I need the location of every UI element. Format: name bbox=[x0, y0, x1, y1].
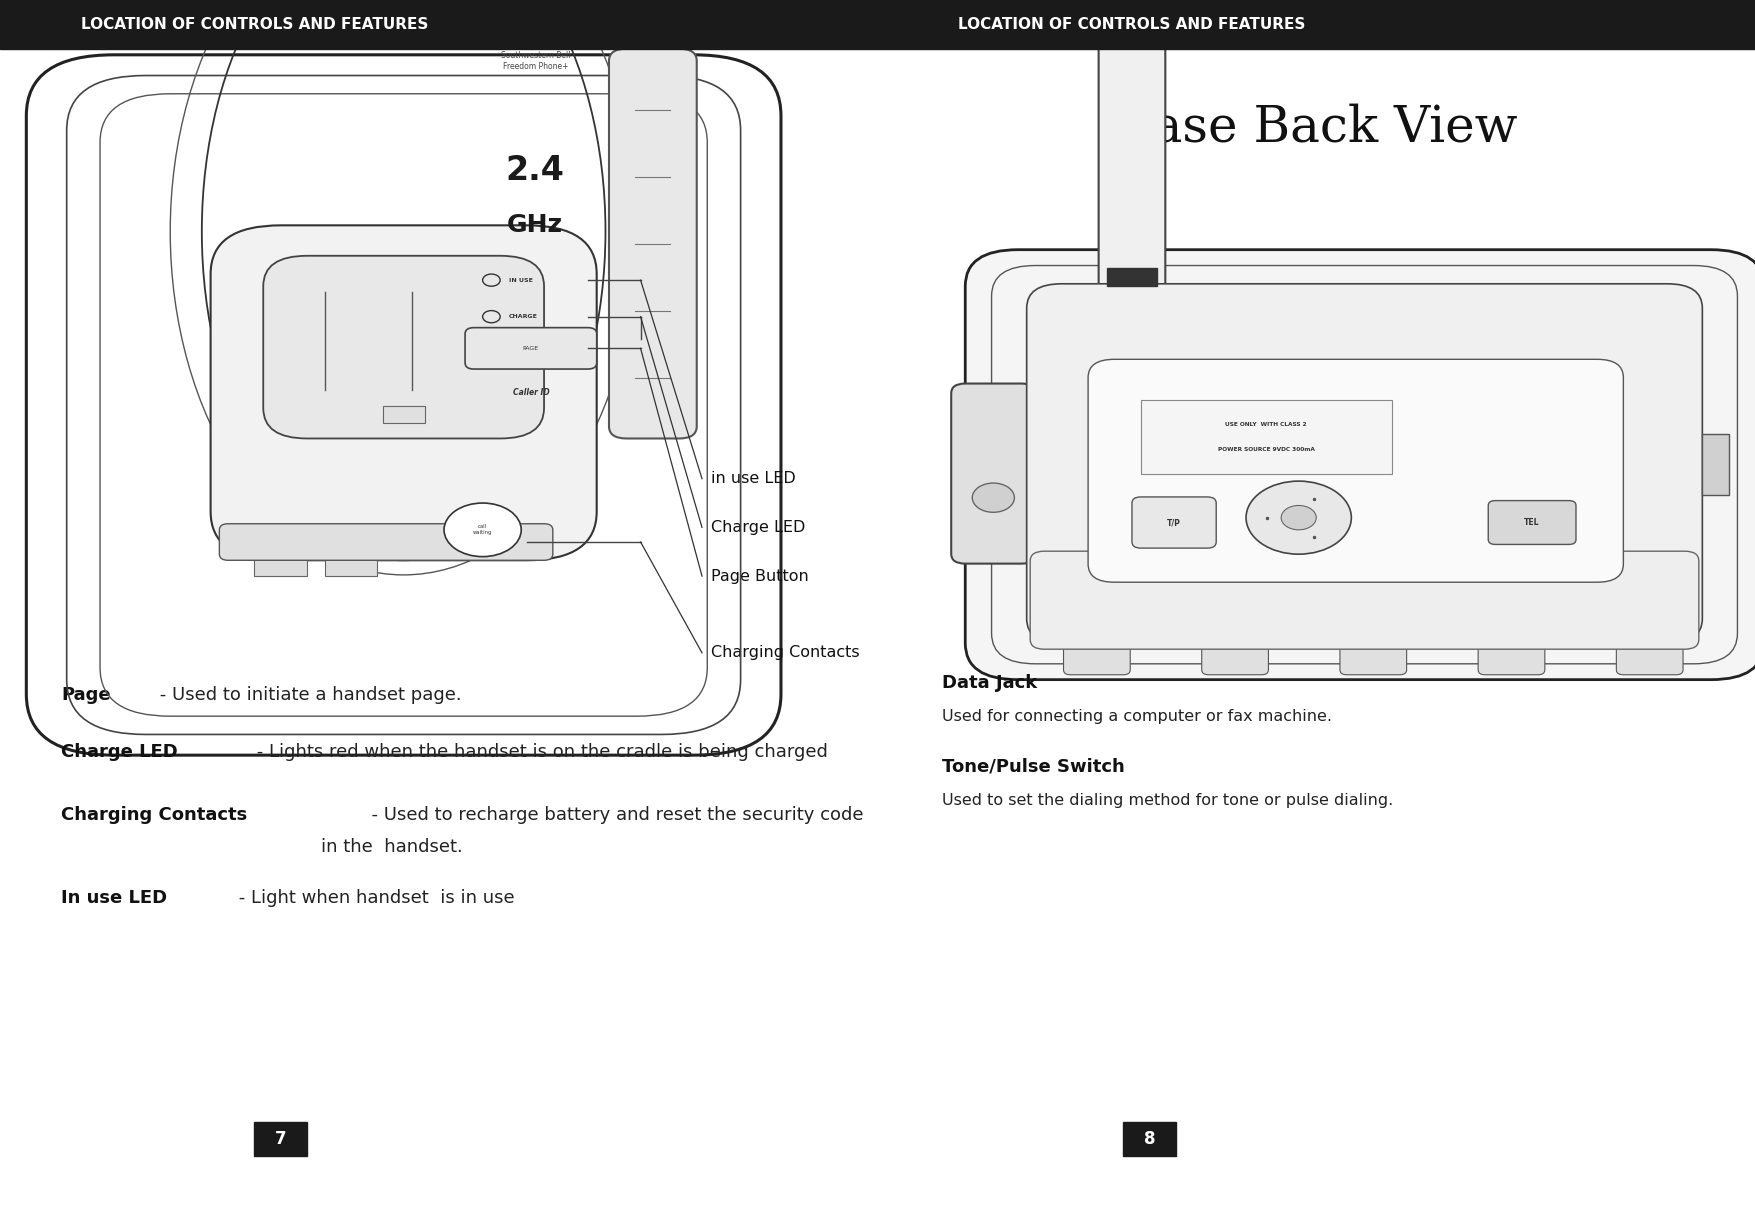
FancyBboxPatch shape bbox=[465, 328, 597, 369]
Bar bbox=[1141, 400, 1392, 475]
Text: 8: 8 bbox=[1144, 1130, 1155, 1147]
Text: Page Button: Page Button bbox=[711, 569, 809, 583]
FancyBboxPatch shape bbox=[1202, 638, 1269, 675]
Text: call
waiting: call waiting bbox=[472, 525, 493, 535]
FancyBboxPatch shape bbox=[219, 524, 553, 560]
Text: POWER SOURCE 9VDC 300mA: POWER SOURCE 9VDC 300mA bbox=[1218, 447, 1314, 452]
Text: IN USE: IN USE bbox=[509, 278, 534, 283]
Text: Caller ID: Caller ID bbox=[512, 387, 549, 397]
Bar bbox=[1123, 1122, 1176, 1156]
Circle shape bbox=[1246, 481, 1351, 554]
Text: - Lights red when the handset is on the cradle is being charged: - Lights red when the handset is on the … bbox=[251, 743, 828, 761]
Text: Used to set the dialing method for tone or pulse dialing.: Used to set the dialing method for tone … bbox=[942, 793, 1393, 808]
Text: - Used to initiate a handset page.: - Used to initiate a handset page. bbox=[154, 686, 462, 704]
Text: Charging Contacts: Charging Contacts bbox=[61, 806, 247, 825]
Bar bbox=[254, 1122, 307, 1156]
Text: TEL: TEL bbox=[1525, 518, 1539, 527]
FancyBboxPatch shape bbox=[1030, 552, 1699, 649]
FancyBboxPatch shape bbox=[1064, 638, 1130, 675]
Text: - Used to recharge battery and reset the security code: - Used to recharge battery and reset the… bbox=[360, 806, 863, 825]
Circle shape bbox=[1281, 505, 1316, 530]
Text: PAGE: PAGE bbox=[523, 346, 539, 351]
Text: Tone/Pulse Switch: Tone/Pulse Switch bbox=[942, 758, 1125, 776]
Bar bbox=[254, 554, 307, 576]
Text: In use LED: In use LED bbox=[61, 889, 167, 907]
Text: GHz: GHz bbox=[507, 213, 563, 238]
Circle shape bbox=[444, 503, 521, 557]
FancyBboxPatch shape bbox=[1099, 39, 1165, 296]
Text: Page: Page bbox=[61, 686, 111, 704]
Bar bbox=[383, 406, 425, 423]
Text: Data Jack: Data Jack bbox=[1541, 320, 1623, 337]
Bar bbox=[1107, 268, 1157, 286]
Text: Charging Contacts: Charging Contacts bbox=[711, 646, 860, 660]
Text: Southwestern Bell
Freedom Phone+: Southwestern Bell Freedom Phone+ bbox=[500, 51, 570, 71]
Text: Charge LED: Charge LED bbox=[61, 743, 179, 761]
FancyBboxPatch shape bbox=[1088, 359, 1623, 582]
FancyBboxPatch shape bbox=[1132, 497, 1216, 548]
FancyBboxPatch shape bbox=[1616, 638, 1683, 675]
Text: Base: Base bbox=[246, 79, 369, 128]
FancyBboxPatch shape bbox=[965, 250, 1755, 680]
Text: CHARGE: CHARGE bbox=[509, 314, 537, 319]
Text: T/P: T/P bbox=[1167, 518, 1181, 527]
FancyBboxPatch shape bbox=[1478, 638, 1544, 675]
FancyBboxPatch shape bbox=[1027, 284, 1702, 643]
FancyBboxPatch shape bbox=[609, 49, 697, 438]
Text: USE ONLY  WITH CLASS 2: USE ONLY WITH CLASS 2 bbox=[1225, 423, 1307, 428]
Bar bbox=[0, 0, 1755, 49]
Text: LOCATION OF CONTROLS AND FEATURES: LOCATION OF CONTROLS AND FEATURES bbox=[81, 17, 428, 32]
Text: in use LED: in use LED bbox=[711, 471, 795, 486]
Text: in the  handset.: in the handset. bbox=[321, 838, 463, 856]
Text: Data Jack: Data Jack bbox=[942, 674, 1037, 692]
FancyBboxPatch shape bbox=[26, 55, 781, 755]
Text: Used for connecting a computer or fax machine.: Used for connecting a computer or fax ma… bbox=[942, 709, 1332, 723]
Circle shape bbox=[972, 484, 1014, 513]
FancyBboxPatch shape bbox=[263, 256, 544, 438]
FancyBboxPatch shape bbox=[951, 384, 1035, 564]
FancyBboxPatch shape bbox=[211, 225, 597, 560]
Text: Charge LED: Charge LED bbox=[711, 520, 806, 535]
Bar bbox=[1702, 434, 1729, 495]
Bar bbox=[325, 554, 377, 576]
Text: 2.4: 2.4 bbox=[505, 153, 565, 188]
FancyBboxPatch shape bbox=[1488, 501, 1576, 544]
FancyBboxPatch shape bbox=[1339, 638, 1406, 675]
Text: Base Back View: Base Back View bbox=[1116, 104, 1516, 152]
Text: - Light when handset  is in use: - Light when handset is in use bbox=[233, 889, 514, 907]
Text: 7: 7 bbox=[276, 1130, 286, 1147]
Text: LOCATION OF CONTROLS AND FEATURES: LOCATION OF CONTROLS AND FEATURES bbox=[958, 17, 1306, 32]
